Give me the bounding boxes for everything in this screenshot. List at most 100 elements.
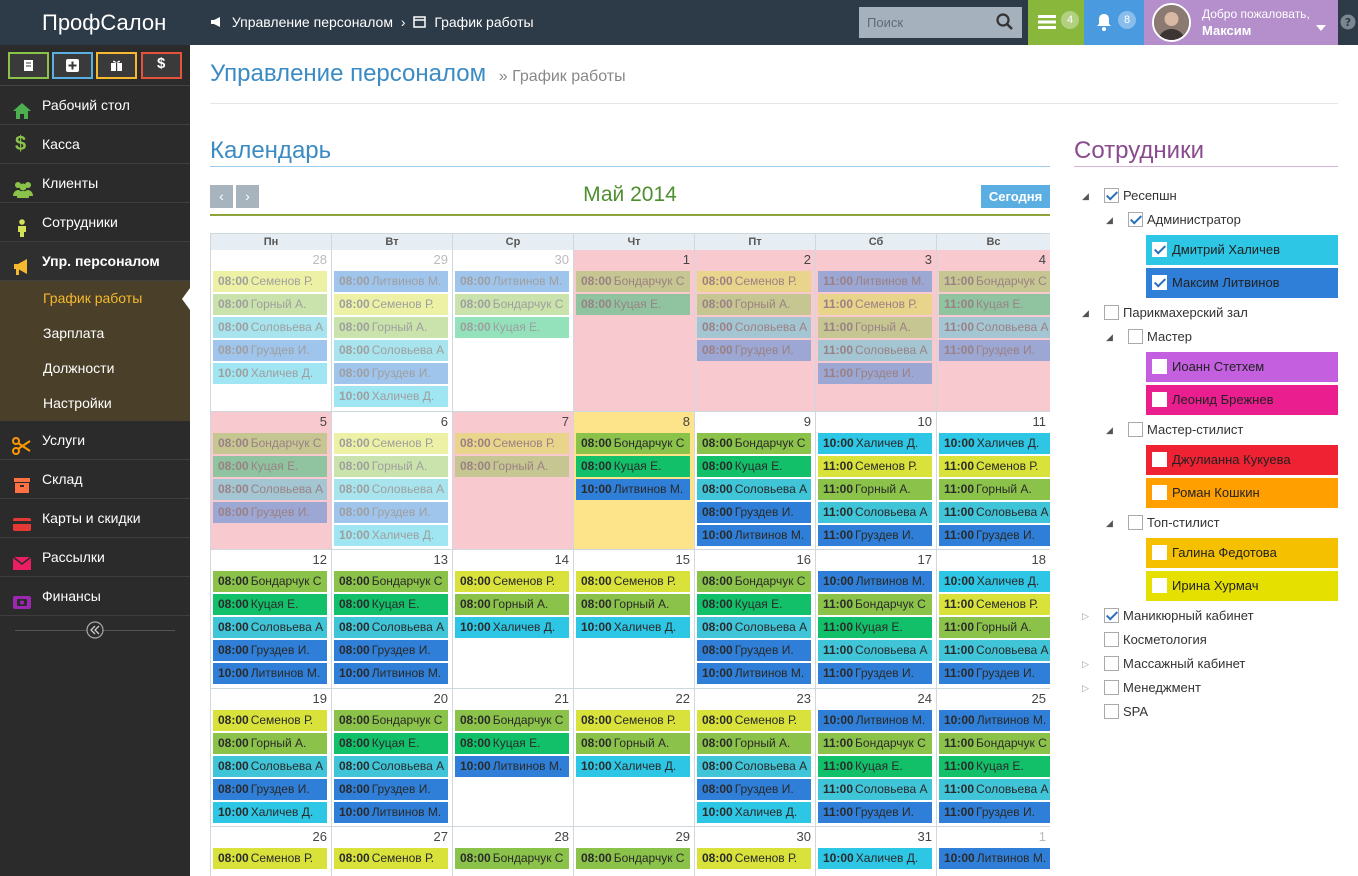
calendar-day-cell[interactable]: 25 10:00 Литвинов М. 11:00 Бондарчук С 11:00 К… <box>937 689 1050 827</box>
schedule-event[interactable]: 11:00 Горный А. <box>818 479 932 500</box>
schedule-event[interactable]: 10:00 Литвинов М. <box>939 710 1050 731</box>
checkbox[interactable] <box>1152 275 1167 290</box>
today-button[interactable]: Сегодня <box>981 185 1050 208</box>
submenu-item-positions[interactable]: Должности <box>43 360 115 376</box>
employee-item[interactable]: Ирина Хурмач <box>1146 571 1338 601</box>
schedule-event[interactable]: 10:00 Халичев Д. <box>576 617 690 638</box>
tree-toggle-icon[interactable]: ◢ <box>1082 308 1089 318</box>
calendar-day-cell[interactable]: 11 10:00 Халичев Д. 11:00 Семенов Р. 11:00 Гор… <box>937 412 1050 550</box>
schedule-event[interactable]: 10:00 Литвинов М. <box>697 663 811 684</box>
schedule-event[interactable]: 08:00 Семенов Р. <box>213 710 327 731</box>
schedule-event[interactable]: 08:00 Горный А. <box>455 456 569 477</box>
schedule-event[interactable]: 11:00 Соловьева А <box>939 640 1050 661</box>
tree-toggle-icon[interactable]: ◢ <box>1082 191 1089 201</box>
schedule-event[interactable]: 11:00 Груздев И. <box>818 663 932 684</box>
schedule-event[interactable]: 11:00 Соловьева А <box>818 502 932 523</box>
schedule-event[interactable]: 11:00 Груздев И. <box>818 525 932 546</box>
schedule-event[interactable]: 10:00 Халичев Д. <box>213 363 327 384</box>
schedule-event[interactable]: 11:00 Куцая Е. <box>939 756 1050 777</box>
calendar-day-cell[interactable]: 2 08:00 Семенов Р. 08:00 Горный А. 08:00 Солов… <box>695 250 816 412</box>
employee-item[interactable]: Роман Кошкин <box>1146 478 1338 508</box>
calendar-day-cell[interactable]: 3 11:00 Литвинов М. 11:00 Семенов Р. 11:00 Гор… <box>816 250 937 412</box>
schedule-event[interactable]: 08:00 Соловьева А <box>334 756 448 777</box>
schedule-event[interactable]: 11:00 Груздев И. <box>939 525 1050 546</box>
schedule-event[interactable]: 08:00 Семенов Р. <box>334 433 448 454</box>
checkbox[interactable] <box>1152 242 1167 257</box>
schedule-event[interactable]: 08:00 Соловьева А <box>334 617 448 638</box>
calendar-day-cell[interactable]: 30 08:00 Литвинов М. 08:00 Бондарчук С 08:00 К… <box>453 250 574 412</box>
schedule-event[interactable]: 08:00 Соловьева А <box>697 756 811 777</box>
calendar-day-cell[interactable]: 5 08:00 Бондарчук С 08:00 Куцая Е. 08:00 Солов… <box>211 412 332 550</box>
employee-item[interactable]: Джулианна Кукуева <box>1146 445 1338 475</box>
calendar-day-cell[interactable]: 27 08:00 Семенов Р. <box>332 827 453 876</box>
schedule-event[interactable]: 10:00 Литвинов М. <box>818 710 932 731</box>
schedule-event[interactable]: 08:00 Куцая Е. <box>697 456 811 477</box>
submenu-item-salary[interactable]: Зарплата <box>43 325 105 341</box>
schedule-event[interactable]: 11:00 Семенов Р. <box>818 294 932 315</box>
schedule-event[interactable]: 08:00 Семенов Р. <box>455 571 569 592</box>
schedule-event[interactable]: 08:00 Семенов Р. <box>213 271 327 292</box>
calendar-day-cell[interactable]: 19 08:00 Семенов Р. 08:00 Горный А. 08:00 Соло… <box>211 689 332 827</box>
sidebar-item-staff-management[interactable]: Упр. персоналом <box>0 242 190 281</box>
schedule-event[interactable]: 11:00 Груздев И. <box>939 802 1050 823</box>
schedule-event[interactable]: 11:00 Соловьева А <box>818 779 932 800</box>
calendar-day-cell[interactable]: 28 08:00 Бондарчук С <box>453 827 574 876</box>
schedule-event[interactable]: 11:00 Груздев И. <box>939 663 1050 684</box>
schedule-event[interactable]: 08:00 Груздев И. <box>213 340 327 361</box>
schedule-event[interactable]: 10:00 Халичев Д. <box>334 386 448 407</box>
schedule-event[interactable]: 08:00 Соловьева А <box>697 479 811 500</box>
schedule-event[interactable]: 08:00 Груздев И. <box>697 502 811 523</box>
schedule-event[interactable]: 08:00 Груздев И. <box>697 340 811 361</box>
schedule-event[interactable]: 08:00 Бондарчук С <box>455 294 569 315</box>
checkbox[interactable] <box>1104 632 1119 647</box>
quick-add-button[interactable] <box>52 52 93 79</box>
checkbox[interactable] <box>1128 515 1143 530</box>
schedule-event[interactable]: 08:00 Семенов Р. <box>697 710 811 731</box>
schedule-event[interactable]: 08:00 Бондарчук С <box>697 433 811 454</box>
employee-item[interactable]: Иоанн Стетхем <box>1146 352 1338 382</box>
prev-month-button[interactable]: ‹ <box>210 185 233 208</box>
schedule-event[interactable]: 08:00 Куцая Е. <box>697 594 811 615</box>
calendar-day-cell[interactable]: 13 08:00 Бондарчук С 08:00 Куцая Е. 08:00 Соло… <box>332 550 453 689</box>
checkbox[interactable] <box>1152 452 1167 467</box>
checkbox[interactable] <box>1128 329 1143 344</box>
schedule-event[interactable]: 11:00 Бондарчук С <box>818 733 932 754</box>
calendar-day-cell[interactable]: 20 08:00 Бондарчук С 08:00 Куцая Е. 08:00 Соло… <box>332 689 453 827</box>
submenu-item-schedule[interactable]: График работы <box>0 281 190 316</box>
sidebar-item-finance[interactable]: Финансы <box>0 577 190 616</box>
calendar-day-cell[interactable]: 4 11:00 Бондарчук С 11:00 Куцая Е. 11:00 Солов… <box>937 250 1050 412</box>
employee-item[interactable]: Галина Федотова <box>1146 538 1338 568</box>
schedule-event[interactable]: 10:00 Литвинов М. <box>818 571 932 592</box>
checkbox[interactable] <box>1152 545 1167 560</box>
calendar-day-cell[interactable]: 30 08:00 Семенов Р. <box>695 827 816 876</box>
schedule-event[interactable]: 08:00 Соловьева А <box>213 317 327 338</box>
notifications-button[interactable]: 8 <box>1084 0 1144 45</box>
submenu-item-settings[interactable]: Настройки <box>43 395 112 411</box>
schedule-event[interactable]: 11:00 Соловьева А <box>939 317 1050 338</box>
calendar-day-cell[interactable]: 15 08:00 Семенов Р. 08:00 Горный А. 10:00 Хали… <box>574 550 695 689</box>
schedule-event[interactable]: 08:00 Груздев И. <box>697 779 811 800</box>
sidebar-item-cash[interactable]: $ Касса <box>0 125 190 164</box>
schedule-event[interactable]: 10:00 Халичев Д. <box>818 848 932 869</box>
schedule-event[interactable]: 08:00 Горный А. <box>213 733 327 754</box>
checkbox[interactable] <box>1104 188 1119 203</box>
checkbox[interactable] <box>1104 656 1119 671</box>
schedule-event[interactable]: 08:00 Бондарчук С <box>697 571 811 592</box>
schedule-event[interactable]: 08:00 Горный А. <box>334 456 448 477</box>
sidebar-item-dashboard[interactable]: Рабочий стол <box>0 86 190 125</box>
schedule-event[interactable]: 08:00 Куцая Е. <box>455 317 569 338</box>
brand-logo[interactable]: ПрофСалон <box>42 10 167 35</box>
sidebar-item-warehouse[interactable]: Склад <box>0 460 190 499</box>
help-button[interactable]: ? <box>1338 0 1358 45</box>
sidebar-item-employees[interactable]: Сотрудники <box>0 203 190 242</box>
calendar-day-cell[interactable]: 22 08:00 Семенов Р. 08:00 Горный А. 10:00 Хали… <box>574 689 695 827</box>
schedule-event[interactable]: 08:00 Бондарчук С <box>334 571 448 592</box>
schedule-event[interactable]: 10:00 Халичев Д. <box>818 433 932 454</box>
calendar-day-cell[interactable]: 31 10:00 Халичев Д. <box>816 827 937 876</box>
schedule-event[interactable]: 11:00 Литвинов М. <box>818 271 932 292</box>
checkbox[interactable] <box>1104 704 1119 719</box>
schedule-event[interactable]: 11:00 Куцая Е. <box>818 617 932 638</box>
tree-toggle-icon[interactable]: ◢ <box>1106 518 1113 528</box>
schedule-event[interactable]: 10:00 Литвинов М. <box>939 848 1050 869</box>
tree-expand-icon[interactable]: ▷ <box>1082 611 1089 621</box>
